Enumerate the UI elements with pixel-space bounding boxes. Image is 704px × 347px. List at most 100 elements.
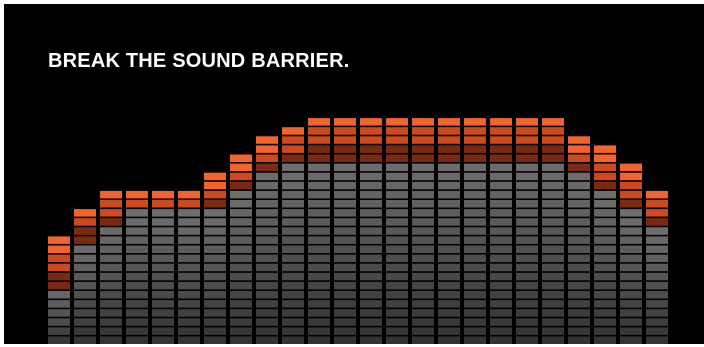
eq-level-segment [48, 309, 70, 317]
eq-level-segment [568, 181, 590, 190]
eq-level-segment [360, 309, 382, 317]
eq-level-segment [360, 254, 382, 263]
eq-level-segment [256, 336, 278, 344]
eq-level-segment [412, 245, 434, 253]
eq-level-segment [412, 181, 434, 190]
eq-level-segment [256, 227, 278, 235]
eq-level-segment [334, 236, 356, 244]
eq-level-segment [256, 236, 278, 244]
eq-level-segment [360, 190, 382, 199]
eq-peak-segment [438, 136, 460, 144]
eq-level-segment [308, 190, 330, 199]
eq-level-segment [282, 281, 304, 290]
eq-level-segment [438, 181, 460, 190]
eq-level-segment [230, 227, 252, 235]
eq-level-segment [334, 163, 356, 172]
eq-peak-segment [620, 172, 642, 181]
eq-peak-segment [490, 136, 512, 144]
eq-peak-segment [620, 200, 642, 208]
eq-level-segment [360, 227, 382, 235]
eq-level-segment [360, 172, 382, 181]
eq-level-segment [360, 336, 382, 344]
eq-level-segment [438, 218, 460, 226]
banner: BREAK THE SOUND BARRIER. [4, 4, 704, 344]
eq-level-segment [204, 272, 226, 281]
eq-peak-segment [594, 172, 616, 181]
eq-level-segment [204, 236, 226, 244]
eq-peak-segment [334, 118, 356, 126]
eq-level-segment [516, 254, 538, 263]
eq-level-segment [490, 172, 512, 181]
eq-level-segment [282, 172, 304, 181]
eq-level-segment [100, 281, 122, 290]
eq-level-segment [464, 281, 486, 290]
eq-level-segment [412, 254, 434, 263]
eq-level-segment [412, 209, 434, 217]
eq-band [646, 190, 668, 344]
eq-level-segment [230, 254, 252, 263]
eq-level-segment [646, 236, 668, 244]
eq-level-segment [464, 245, 486, 253]
eq-level-segment [308, 309, 330, 317]
eq-level-segment [646, 263, 668, 272]
eq-level-segment [178, 300, 200, 308]
eq-level-segment [412, 200, 434, 208]
eq-peak-segment [412, 136, 434, 144]
eq-level-segment [438, 254, 460, 263]
eq-level-segment [178, 318, 200, 326]
eq-level-segment [438, 200, 460, 208]
eq-level-segment [412, 227, 434, 235]
eq-level-segment [100, 300, 122, 308]
eq-level-segment [490, 200, 512, 208]
eq-level-segment [438, 227, 460, 235]
eq-level-segment [152, 327, 174, 335]
eq-level-segment [334, 218, 356, 226]
eq-level-segment [256, 172, 278, 181]
eq-peak-segment [230, 154, 252, 162]
eq-level-segment [620, 263, 642, 272]
eq-level-segment [74, 281, 96, 290]
eq-level-segment [334, 190, 356, 199]
eq-level-segment [204, 327, 226, 335]
eq-level-segment [48, 318, 70, 326]
eq-peak-segment [386, 127, 408, 135]
eq-level-segment [594, 209, 616, 217]
eq-level-segment [646, 227, 668, 235]
eq-peak-segment [568, 145, 590, 153]
eq-level-segment [646, 245, 668, 253]
eq-level-segment [620, 291, 642, 299]
eq-peak-segment [360, 136, 382, 144]
eq-level-segment [100, 291, 122, 299]
eq-level-segment [568, 336, 590, 344]
eq-level-segment [204, 291, 226, 299]
eq-level-segment [438, 309, 460, 317]
eq-level-segment [48, 336, 70, 344]
eq-level-segment [490, 227, 512, 235]
eq-level-segment [568, 263, 590, 272]
eq-level-segment [126, 327, 148, 335]
eq-level-segment [594, 327, 616, 335]
eq-level-segment [126, 281, 148, 290]
eq-peak-segment [568, 136, 590, 144]
eq-level-segment [100, 263, 122, 272]
eq-level-segment [412, 327, 434, 335]
eq-level-segment [282, 190, 304, 199]
eq-peak-segment [594, 181, 616, 190]
eq-level-segment [126, 300, 148, 308]
eq-level-segment [308, 263, 330, 272]
eq-band [438, 118, 460, 344]
eq-level-segment [256, 309, 278, 317]
eq-peak-segment [152, 190, 174, 199]
eq-peak-segment [256, 154, 278, 162]
eq-level-segment [360, 236, 382, 244]
eq-level-segment [152, 300, 174, 308]
eq-level-segment [360, 281, 382, 290]
eq-level-segment [282, 227, 304, 235]
eq-level-segment [412, 300, 434, 308]
eq-level-segment [100, 318, 122, 326]
eq-level-segment [74, 254, 96, 263]
eq-level-segment [204, 300, 226, 308]
eq-level-segment [620, 272, 642, 281]
eq-level-segment [360, 209, 382, 217]
eq-level-segment [594, 254, 616, 263]
